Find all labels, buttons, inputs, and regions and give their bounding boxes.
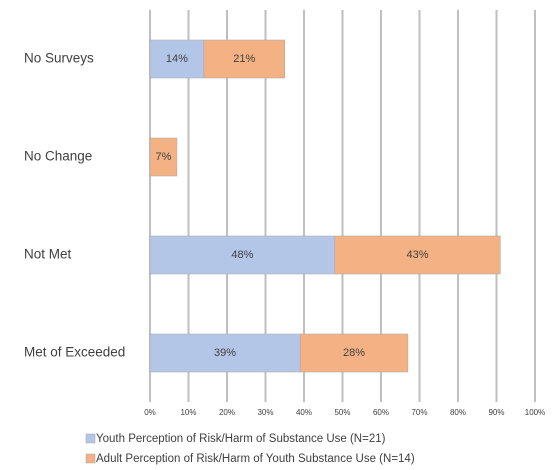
value-label: 7% [156,151,172,163]
x-tick-label: 30% [257,408,273,417]
x-tick-label: 80% [450,408,466,417]
bar-segment [334,235,501,275]
value-label: 39% [214,347,236,359]
x-tick-label: 90% [488,408,504,417]
x-tick-label: 40% [296,408,312,417]
legend-label: Youth Perception of Risk/Harm of Substan… [96,433,386,445]
x-tick-label: 100% [525,408,545,417]
legend-swatch [85,433,96,444]
x-tick-label: 10% [180,408,196,417]
value-label: 48% [231,249,253,261]
bar-segment [149,235,336,275]
legend-swatch [85,453,96,464]
x-tick-label: 20% [219,408,235,417]
x-tick-label: 50% [334,408,350,417]
value-label: 43% [407,249,429,261]
category-label: Met of Exceeded [24,345,125,360]
category-label: No Change [24,149,92,164]
value-label: 14% [166,53,188,65]
x-tick-label: 0% [144,408,156,417]
category-label: No Surveys [24,51,94,66]
category-label: Not Met [24,247,72,262]
bar-segment [149,137,178,177]
legend-label: Adult Perception of Risk/Harm of Youth S… [96,453,415,465]
value-label: 21% [233,53,255,65]
bar-segment [149,39,205,79]
value-label: 28% [343,347,365,359]
x-tick-label: 60% [373,408,389,417]
bar-segment [203,39,285,79]
bar-segment [299,333,409,373]
x-tick-label: 70% [411,408,427,417]
bar-segment [149,333,301,373]
